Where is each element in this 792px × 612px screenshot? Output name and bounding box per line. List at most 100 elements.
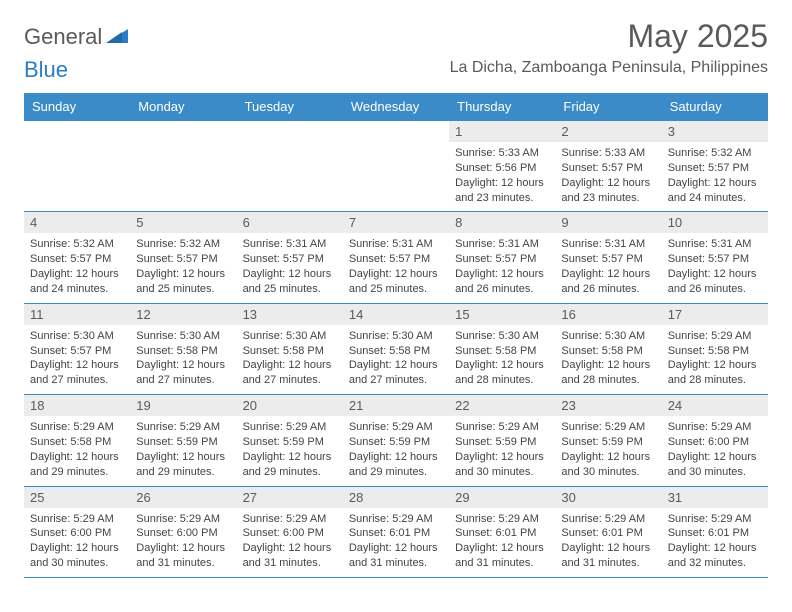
sunrise-text: Sunrise: 5:29 AM — [455, 512, 549, 527]
daylight-text: Daylight: 12 hours and 29 minutes. — [30, 450, 124, 480]
calendar-cell: 27Sunrise: 5:29 AMSunset: 6:00 PMDayligh… — [237, 487, 343, 577]
day-number: 29 — [449, 487, 555, 508]
sunset-text: Sunset: 5:57 PM — [561, 252, 655, 267]
brand-triangle-icon — [106, 27, 128, 48]
day-number: 15 — [449, 304, 555, 325]
day-details: Sunrise: 5:32 AMSunset: 5:57 PMDaylight:… — [662, 142, 768, 211]
sunrise-text: Sunrise: 5:29 AM — [30, 512, 124, 527]
sunrise-text: Sunrise: 5:29 AM — [668, 329, 762, 344]
sunset-text: Sunset: 5:57 PM — [243, 252, 337, 267]
daylight-text: Daylight: 12 hours and 27 minutes. — [136, 358, 230, 388]
week-row: 25Sunrise: 5:29 AMSunset: 6:00 PMDayligh… — [24, 486, 768, 578]
sunrise-text: Sunrise: 5:29 AM — [455, 420, 549, 435]
sunrise-text: Sunrise: 5:31 AM — [561, 237, 655, 252]
daylight-text: Daylight: 12 hours and 28 minutes. — [455, 358, 549, 388]
day-number: 1 — [449, 121, 555, 142]
sunset-text: Sunset: 5:59 PM — [455, 435, 549, 450]
weekday-label: Sunday — [24, 93, 130, 120]
daylight-text: Daylight: 12 hours and 31 minutes. — [349, 541, 443, 571]
daylight-text: Daylight: 12 hours and 27 minutes. — [243, 358, 337, 388]
day-number: 2 — [555, 121, 661, 142]
sunset-text: Sunset: 5:59 PM — [136, 435, 230, 450]
daylight-text: Daylight: 12 hours and 29 minutes. — [136, 450, 230, 480]
sunset-text: Sunset: 5:57 PM — [136, 252, 230, 267]
sunset-text: Sunset: 5:58 PM — [243, 344, 337, 359]
day-details — [237, 142, 343, 200]
week-row: 18Sunrise: 5:29 AMSunset: 5:58 PMDayligh… — [24, 394, 768, 485]
day-number: 27 — [237, 487, 343, 508]
calendar-cell: 6Sunrise: 5:31 AMSunset: 5:57 PMDaylight… — [237, 212, 343, 302]
sunrise-text: Sunrise: 5:29 AM — [136, 420, 230, 435]
sunrise-text: Sunrise: 5:29 AM — [30, 420, 124, 435]
daylight-text: Daylight: 12 hours and 28 minutes. — [668, 358, 762, 388]
calendar-cell: 10Sunrise: 5:31 AMSunset: 5:57 PMDayligh… — [662, 212, 768, 302]
day-number: 21 — [343, 395, 449, 416]
calendar-cell — [237, 121, 343, 211]
day-details: Sunrise: 5:29 AMSunset: 5:58 PMDaylight:… — [24, 416, 130, 485]
daylight-text: Daylight: 12 hours and 23 minutes. — [455, 176, 549, 206]
day-number — [343, 121, 449, 142]
daylight-text: Daylight: 12 hours and 24 minutes. — [668, 176, 762, 206]
week-row: 4Sunrise: 5:32 AMSunset: 5:57 PMDaylight… — [24, 211, 768, 302]
calendar-cell: 1Sunrise: 5:33 AMSunset: 5:56 PMDaylight… — [449, 121, 555, 211]
daylight-text: Daylight: 12 hours and 24 minutes. — [30, 267, 124, 297]
day-number: 23 — [555, 395, 661, 416]
sunrise-text: Sunrise: 5:33 AM — [561, 146, 655, 161]
day-details: Sunrise: 5:31 AMSunset: 5:57 PMDaylight:… — [343, 233, 449, 302]
sunset-text: Sunset: 5:58 PM — [349, 344, 443, 359]
day-details: Sunrise: 5:31 AMSunset: 5:57 PMDaylight:… — [662, 233, 768, 302]
sunset-text: Sunset: 6:01 PM — [455, 526, 549, 541]
daylight-text: Daylight: 12 hours and 23 minutes. — [561, 176, 655, 206]
brand-text-2: Blue — [24, 57, 68, 83]
sunrise-text: Sunrise: 5:29 AM — [668, 420, 762, 435]
weekday-label: Saturday — [662, 93, 768, 120]
day-number: 10 — [662, 212, 768, 233]
day-number — [237, 121, 343, 142]
day-number: 9 — [555, 212, 661, 233]
day-details: Sunrise: 5:31 AMSunset: 5:57 PMDaylight:… — [555, 233, 661, 302]
day-number: 3 — [662, 121, 768, 142]
daylight-text: Daylight: 12 hours and 27 minutes. — [349, 358, 443, 388]
daylight-text: Daylight: 12 hours and 25 minutes. — [349, 267, 443, 297]
daylight-text: Daylight: 12 hours and 30 minutes. — [668, 450, 762, 480]
calendar-cell: 15Sunrise: 5:30 AMSunset: 5:58 PMDayligh… — [449, 304, 555, 394]
day-number — [130, 121, 236, 142]
day-number: 14 — [343, 304, 449, 325]
calendar-cell: 22 Sunrise: 5:29 AMSunset: 5:59 PMDayligh… — [449, 395, 555, 485]
calendar-cell: 16Sunrise: 5:30 AMSunset: 5:58 PMDayligh… — [555, 304, 661, 394]
sunset-text: Sunset: 6:00 PM — [243, 526, 337, 541]
sunset-text: Sunset: 6:00 PM — [30, 526, 124, 541]
sunrise-text: Sunrise: 5:32 AM — [136, 237, 230, 252]
daylight-text: Daylight: 12 hours and 26 minutes. — [668, 267, 762, 297]
day-details: Sunrise: 5:29 AMSunset: 6:00 PMDaylight:… — [237, 508, 343, 577]
sunrise-text: Sunrise: 5:29 AM — [561, 420, 655, 435]
daylight-text: Daylight: 12 hours and 25 minutes. — [243, 267, 337, 297]
sunset-text: Sunset: 5:58 PM — [136, 344, 230, 359]
day-details: Sunrise: 5:29 AMSunset: 6:00 PMDaylight:… — [24, 508, 130, 577]
sunset-text: Sunset: 6:01 PM — [668, 526, 762, 541]
day-details: Sunrise: 5:29 AMSunset: 6:00 PMDaylight:… — [130, 508, 236, 577]
day-details: Sunrise: 5:29 AMSunset: 6:01 PMDaylight:… — [555, 508, 661, 577]
sunset-text: Sunset: 5:57 PM — [668, 161, 762, 176]
daylight-text: Daylight: 12 hours and 30 minutes. — [455, 450, 549, 480]
sunrise-text: Sunrise: 5:33 AM — [455, 146, 549, 161]
day-number: 22 — [449, 395, 555, 416]
day-details: Sunrise: 5:29 AMSunset: 5:59 PMDaylight:… — [130, 416, 236, 485]
daylight-text: Daylight: 12 hours and 31 minutes. — [455, 541, 549, 571]
daylight-text: Daylight: 12 hours and 30 minutes. — [30, 541, 124, 571]
calendar-cell: 14Sunrise: 5:30 AMSunset: 5:58 PMDayligh… — [343, 304, 449, 394]
day-number: 28 — [343, 487, 449, 508]
day-details: Sunrise: 5:31 AMSunset: 5:57 PMDaylight:… — [237, 233, 343, 302]
day-number: 30 — [555, 487, 661, 508]
day-number: 5 — [130, 212, 236, 233]
calendar-cell: 18Sunrise: 5:29 AMSunset: 5:58 PMDayligh… — [24, 395, 130, 485]
location-text: La Dicha, Zamboanga Peninsula, Philippin… — [450, 59, 768, 77]
day-details: Sunrise: 5:29 AMSunset: 5:59 PMDaylight:… — [343, 416, 449, 485]
calendar-cell: 29 Sunrise: 5:29 AMSunset: 6:01 PMDayligh… — [449, 487, 555, 577]
day-number: 4 — [24, 212, 130, 233]
calendar-cell: 30Sunrise: 5:29 AMSunset: 6:01 PMDayligh… — [555, 487, 661, 577]
daylight-text: Daylight: 12 hours and 31 minutes. — [243, 541, 337, 571]
day-details: Sunrise: 5:30 AMSunset: 5:58 PMDaylight:… — [343, 325, 449, 394]
day-number: 16 — [555, 304, 661, 325]
day-details: Sunrise: 5:30 AMSunset: 5:57 PMDaylight:… — [24, 325, 130, 394]
